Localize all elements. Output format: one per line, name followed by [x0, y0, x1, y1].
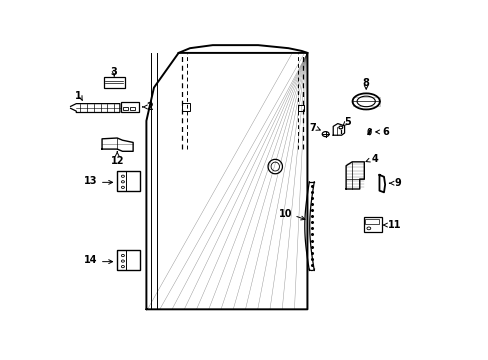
Text: 8: 8	[362, 78, 369, 89]
Text: 4: 4	[371, 153, 378, 163]
Text: 14: 14	[83, 255, 97, 265]
Text: 10: 10	[278, 209, 292, 219]
Bar	[123, 107, 128, 110]
Text: 1: 1	[75, 91, 81, 102]
Bar	[121, 102, 139, 112]
Bar	[365, 219, 379, 224]
Text: 12: 12	[110, 156, 124, 166]
Text: 7: 7	[308, 123, 315, 133]
Bar	[117, 250, 140, 270]
Text: 6: 6	[382, 127, 388, 137]
Bar	[117, 171, 126, 191]
Text: 3: 3	[111, 67, 117, 77]
Bar	[363, 217, 381, 232]
Bar	[117, 250, 126, 270]
Bar	[352, 97, 379, 106]
Bar	[297, 105, 304, 111]
Bar	[181, 103, 190, 111]
Text: 5: 5	[343, 117, 350, 127]
Text: 9: 9	[394, 178, 401, 188]
Bar	[117, 171, 140, 191]
Text: 13: 13	[83, 176, 97, 186]
Bar	[130, 107, 135, 110]
Bar	[103, 77, 124, 88]
Text: 2: 2	[146, 102, 153, 112]
Text: 11: 11	[387, 220, 401, 230]
